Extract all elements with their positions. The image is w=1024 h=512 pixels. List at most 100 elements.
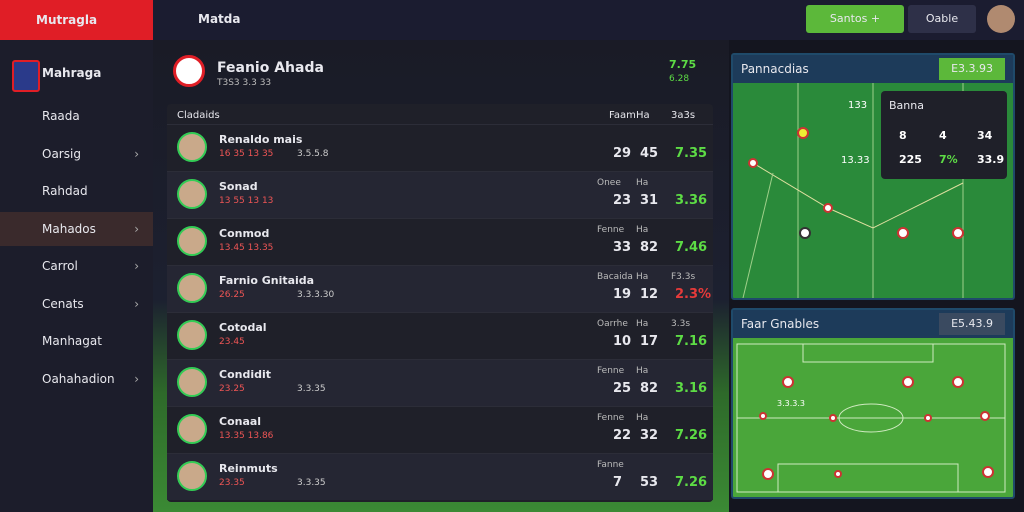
pitch-label: 133 — [848, 100, 867, 111]
panel-button[interactable]: E3.3.93 — [939, 58, 1005, 80]
player-row[interactable]: Sonad 13 55 13 13 Onee Ha 23 31 3.36 — [167, 171, 713, 218]
row-value: 7 — [613, 475, 623, 490]
score: 7.75 — [669, 58, 697, 71]
team-crest — [173, 55, 205, 87]
player-row[interactable]: Conaal 13.35 13.86 Fenne Ha 22 32 7.26 — [167, 406, 713, 453]
player-stats: 23.35 — [219, 478, 245, 488]
player-avatar — [177, 273, 207, 303]
row-label: Fenne — [597, 413, 625, 423]
player-note: 3.3.3.30 — [297, 290, 335, 300]
row-label: Ha — [636, 178, 649, 188]
row-label: Ha — [636, 225, 649, 235]
sidebar-title: Mahraga — [42, 66, 102, 80]
player-name: Farnio Gnitaida — [219, 274, 315, 287]
row-label: Bacaida — [597, 272, 633, 282]
player-name: Conaal — [219, 415, 262, 428]
chevron: › — [134, 221, 139, 236]
player-name: Conmod — [219, 227, 270, 240]
pitch-label: 13.33 — [841, 155, 870, 166]
chevron: › — [134, 146, 139, 161]
column-header: Faam — [609, 110, 636, 121]
player-table: Cladaids Faam Ha 3a3s Renaldo mais 16 35 13 … — [167, 104, 713, 502]
player-stats: 13 55 13 13 — [219, 196, 274, 206]
row-value: 10 — [613, 334, 632, 349]
player-avatar — [177, 320, 207, 350]
player-stats: 23.45 — [219, 337, 245, 347]
row-value: 25 — [613, 381, 632, 396]
row-value: 12 — [640, 287, 659, 302]
sidebar-item[interactable]: Cenats › — [0, 287, 153, 321]
player-avatar — [177, 226, 207, 256]
player-row[interactable]: Farnio Gnitaida 26.25 3.3.3.30 Bacaida Ha F3.… — [167, 265, 713, 312]
player-name: Reinmuts — [219, 462, 278, 475]
player-row[interactable]: Conmod 13.45 13.35 Fenne Ha 33 82 7.46 — [167, 218, 713, 265]
popup-value: 34 — [977, 129, 993, 142]
row-value: 17 — [640, 334, 659, 349]
row-label: Fenne — [597, 366, 625, 376]
panel-button[interactable]: E5.43.9 — [939, 313, 1005, 335]
sidebar-item[interactable]: Rahdad — [42, 184, 88, 198]
player-name: Renaldo mais — [219, 133, 303, 146]
row-value: 2.3% — [675, 287, 712, 302]
nav-link[interactable]: Matda — [198, 12, 241, 26]
secondary-button[interactable]: Oable — [908, 5, 976, 33]
row-label: Ha — [636, 319, 649, 329]
player-row[interactable]: Reinmuts 23.35 3.3.35 Fanne 7 53 7.26 — [167, 453, 713, 500]
popup-value: 7% — [939, 153, 958, 166]
player-row[interactable]: Cotodal 23.45 Oarrhe Ha 3.3s 10 17 7.16 — [167, 312, 713, 359]
sidebar-item[interactable]: Carrol › — [0, 249, 153, 283]
row-value: 32 — [640, 428, 659, 443]
column-header: Ha — [636, 110, 650, 121]
player-avatar — [177, 367, 207, 397]
sidebar-item[interactable]: Oarsig › — [0, 137, 153, 171]
player-name: Condidit — [219, 368, 272, 381]
row-value: 7.35 — [675, 146, 708, 161]
chevron: › — [134, 371, 139, 386]
team-subtitle: T3S3 3.3 33 — [217, 78, 272, 88]
player-avatar — [177, 461, 207, 491]
formation-panel: Faar Gnables E5.43.9 3.3.3.3 — [731, 308, 1015, 499]
sidebar-item[interactable]: Manhagat — [42, 334, 102, 348]
row-value: 45 — [640, 146, 659, 161]
sidebar-item[interactable]: Raada — [42, 109, 80, 123]
team-title: Feanio Ahada — [217, 60, 324, 76]
player-stats: 16 35 13 35 — [219, 149, 274, 159]
player-row[interactable]: Condidit 23.25 3.3.35 Fenne Ha 25 82 3.16 — [167, 359, 713, 406]
score-sub: 6.28 — [669, 74, 690, 84]
player-avatar — [177, 132, 207, 162]
popup-value: 4 — [939, 129, 947, 142]
brand[interactable]: Mutragla Nanagan — [0, 0, 153, 67]
panel-header: Faar Gnables E5.43.9 — [733, 310, 1013, 338]
row-label: Ha — [636, 413, 649, 423]
row-label: 3.3s — [671, 319, 691, 329]
row-value: 19 — [613, 287, 632, 302]
row-value: 82 — [640, 240, 659, 255]
tactics-panel: Pannacdias E3.3.93 133 13.33 Banna 8 4 34 2… — [731, 53, 1015, 300]
row-value: 3.16 — [675, 381, 708, 396]
action-button[interactable]: Santos + — [806, 5, 904, 33]
pitch: 3.3.3.3 — [736, 343, 1006, 493]
panel-header: Pannacdias E3.3.93 — [733, 55, 1013, 83]
row-label: Ha — [636, 366, 649, 376]
row-value: 23 — [613, 193, 632, 208]
row-label: Fenne — [597, 225, 625, 235]
sidebar-item[interactable]: Oahahadion › — [0, 362, 153, 396]
row-label: Fanne — [597, 460, 624, 470]
sidebar: Mahraga Raada Oarsig › Rahdad Mahados › Carrol… — [0, 40, 153, 512]
player-row[interactable]: Renaldo mais 16 35 13 35 3.5.5.8 29 45 7.35 — [167, 124, 713, 171]
row-value: 7.26 — [675, 428, 708, 443]
top-bar: Mutragla Nanagan Matda Santos + Oable — [0, 0, 1024, 67]
row-label: Onee — [597, 178, 621, 188]
player-note: 3.3.35 — [297, 384, 326, 394]
chevron: › — [134, 296, 139, 311]
row-value: 22 — [613, 428, 632, 443]
row-label: Ha — [636, 272, 649, 282]
row-value: 53 — [640, 475, 659, 490]
player-note: 3.5.5.8 — [297, 149, 329, 159]
player-avatar — [177, 179, 207, 209]
avatar[interactable] — [987, 5, 1015, 33]
player-stats: 13.35 13.86 — [219, 431, 274, 441]
sidebar-item[interactable]: Mahados › — [0, 211, 153, 246]
club-crest — [12, 60, 40, 92]
